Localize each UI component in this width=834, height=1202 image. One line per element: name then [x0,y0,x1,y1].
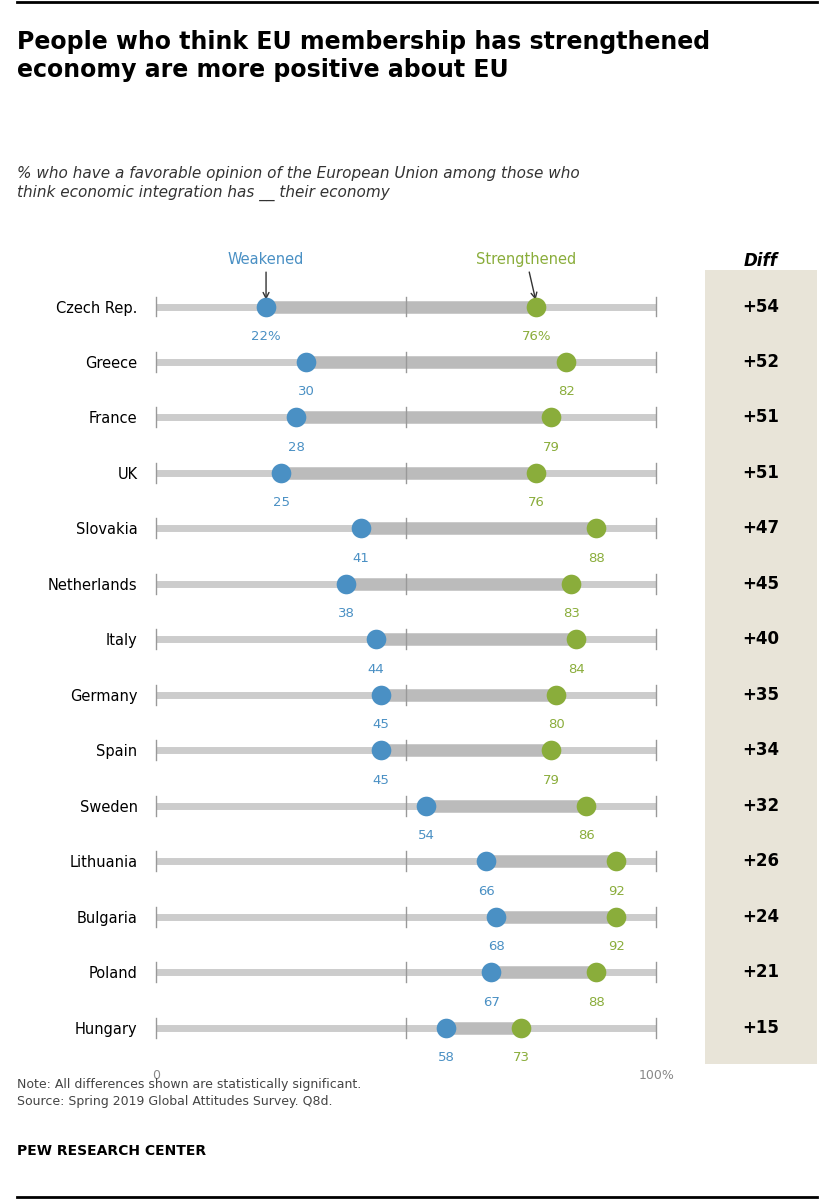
Text: 76%: 76% [521,329,551,343]
Text: +51: +51 [742,464,780,482]
Point [440,1018,453,1037]
Point [560,352,573,371]
Text: 88: 88 [588,552,605,565]
Text: 80: 80 [548,718,565,731]
Text: +32: +32 [742,797,780,815]
Point [545,407,558,427]
Text: Strengthened: Strengthened [476,251,576,298]
Point [610,908,623,927]
Text: +52: +52 [742,353,780,371]
Text: 86: 86 [578,829,595,843]
Text: +40: +40 [742,630,780,648]
Text: Diff: Diff [744,252,778,270]
Text: 25: 25 [273,496,289,510]
Text: 67: 67 [483,995,500,1008]
Point [354,519,368,538]
Point [530,463,543,482]
Point [420,796,433,815]
Point [274,463,288,482]
Point [299,352,313,371]
Point [480,852,493,871]
Text: 58: 58 [438,1051,455,1064]
Text: 92: 92 [608,885,625,898]
Text: 79: 79 [543,774,560,786]
Text: +26: +26 [742,852,780,870]
Point [369,630,383,649]
Text: 73: 73 [513,1051,530,1064]
Point [580,796,593,815]
Text: +34: +34 [742,742,780,760]
Text: 79: 79 [543,441,560,454]
Text: 54: 54 [418,829,435,843]
Text: +15: +15 [742,1019,780,1036]
Point [259,297,273,316]
Point [545,740,558,760]
Text: +47: +47 [742,519,780,537]
Point [550,685,563,704]
Text: 88: 88 [588,995,605,1008]
Point [374,685,388,704]
Text: 92: 92 [608,940,625,953]
Point [515,1018,528,1037]
Text: 28: 28 [288,441,304,454]
Text: 30: 30 [298,386,314,398]
Text: 83: 83 [563,607,580,620]
Text: +45: +45 [742,575,780,593]
Point [570,630,583,649]
Text: PEW RESEARCH CENTER: PEW RESEARCH CENTER [17,1144,206,1159]
Text: 68: 68 [488,940,505,953]
Text: Note: All differences shown are statistically significant.
Source: Spring 2019 G: Note: All differences shown are statisti… [17,1078,361,1108]
Text: 22%: 22% [251,329,281,343]
Text: 76: 76 [528,496,545,510]
Text: People who think EU membership has strengthened
economy are more positive about : People who think EU membership has stren… [17,30,710,82]
Point [490,908,503,927]
Text: +21: +21 [742,963,780,981]
Text: +51: +51 [742,409,780,427]
Text: 44: 44 [368,662,384,676]
Point [374,740,388,760]
Point [289,407,303,427]
Point [590,519,603,538]
Text: 45: 45 [373,718,389,731]
Point [565,575,578,594]
Text: 41: 41 [353,552,369,565]
Text: +24: +24 [742,908,780,926]
Point [610,852,623,871]
Text: 84: 84 [568,662,585,676]
Text: 38: 38 [338,607,354,620]
Text: +35: +35 [742,686,780,704]
Point [485,963,498,982]
Point [530,297,543,316]
Text: Weakened: Weakened [228,251,304,298]
Text: 45: 45 [373,774,389,786]
Text: 66: 66 [478,885,495,898]
Text: 82: 82 [558,386,575,398]
Point [590,963,603,982]
Text: +54: +54 [742,298,780,315]
Point [339,575,353,594]
Text: % who have a favorable opinion of the European Union among those who
think econo: % who have a favorable opinion of the Eu… [17,166,580,201]
